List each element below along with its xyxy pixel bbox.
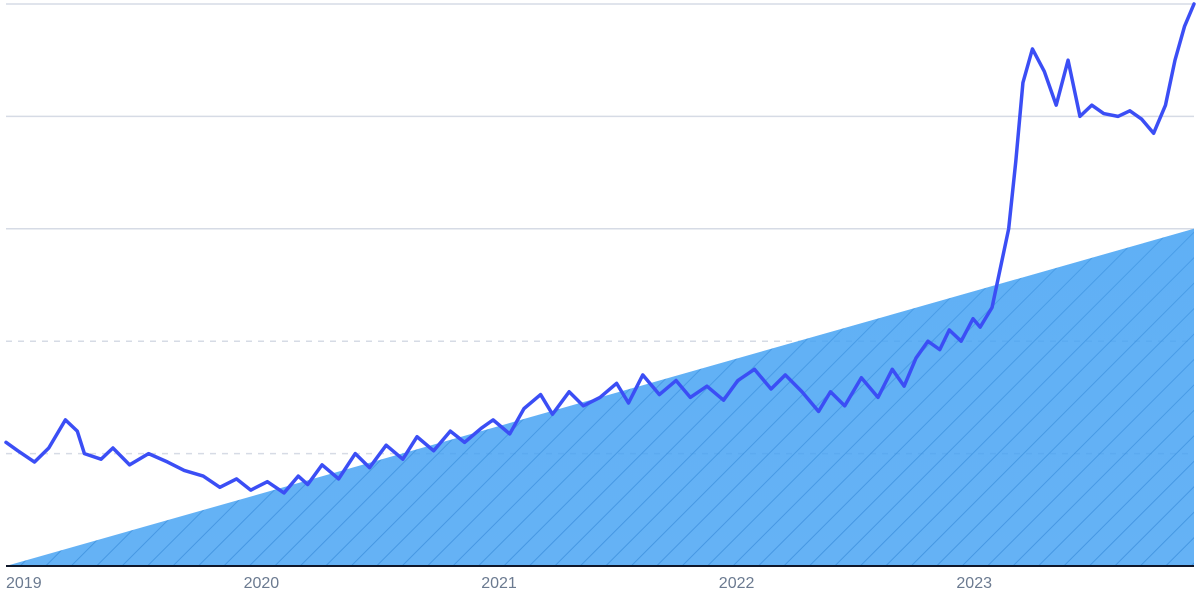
chart-svg <box>0 0 1200 599</box>
time-series-chart: 2019 2020 2021 2022 2023 <box>0 0 1200 599</box>
x-axis-tick-label: 2021 <box>481 575 517 593</box>
x-axis-labels: 2019 2020 2021 2022 2023 <box>0 571 1200 599</box>
x-axis-tick-label: 2020 <box>244 575 280 593</box>
x-axis-tick-label: 2022 <box>719 575 755 593</box>
x-axis-tick-label: 2023 <box>956 575 992 593</box>
x-axis-tick-label: 2019 <box>6 575 42 593</box>
